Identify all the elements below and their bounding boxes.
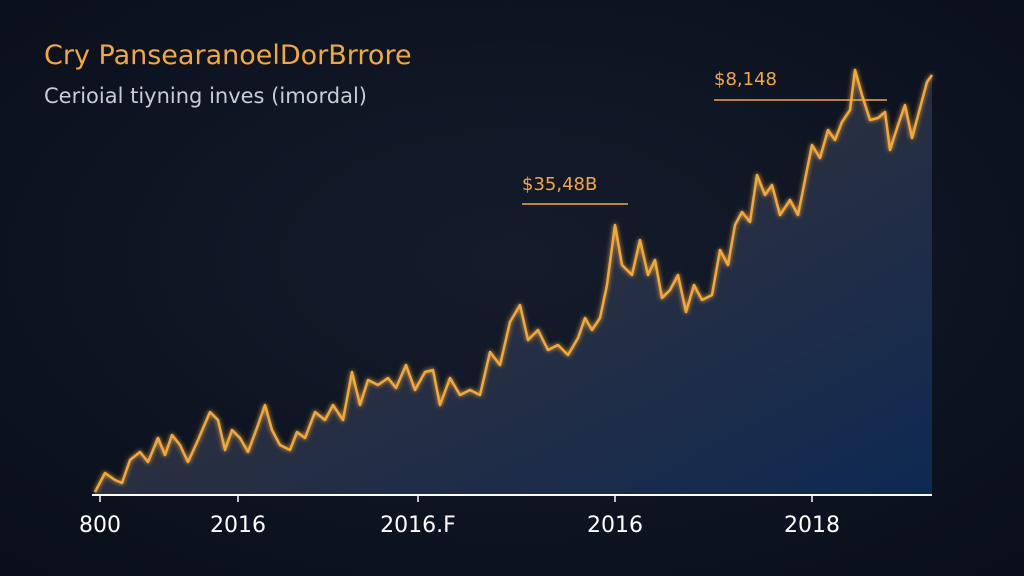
x-tick-label: 2016.F bbox=[380, 513, 456, 538]
x-tick-label: 2016 bbox=[587, 513, 643, 538]
annotation: $8,148 bbox=[714, 69, 777, 90]
annotation: $35,48B bbox=[522, 174, 597, 195]
plot-area: 800 2016 2016.F 2016 2018 bbox=[79, 68, 934, 538]
line bbox=[93, 68, 934, 493]
x-tick-label: 2018 bbox=[784, 513, 840, 538]
area-fill bbox=[95, 70, 932, 495]
x-tick-label: 2016 bbox=[210, 513, 266, 538]
chart-title: Cry PansearanoelDorBrrore bbox=[44, 40, 412, 71]
chart-subtitle: Cerioial tiyning inves (imordal) bbox=[44, 84, 367, 108]
x-tick-label: 800 bbox=[79, 513, 121, 538]
